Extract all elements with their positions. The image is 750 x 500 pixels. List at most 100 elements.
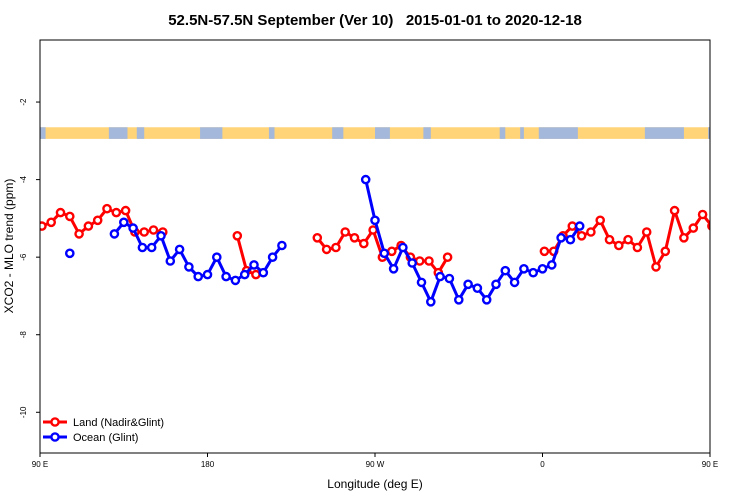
data-point-land (65, 211, 75, 222)
data-point-land (586, 227, 596, 237)
data-point-land (651, 262, 661, 272)
data-point-land (679, 232, 689, 243)
x-tick-label: 0 (540, 460, 545, 469)
data-point-ocean (277, 240, 287, 251)
strip-ocean-span (538, 127, 578, 139)
data-point-land (83, 221, 94, 231)
data-point-land (660, 246, 671, 257)
y-axis: -2 -4 -6 -8 -10 (19, 98, 40, 418)
data-point-land (424, 256, 434, 266)
data-point-ocean (137, 242, 148, 253)
data-point-land (321, 244, 332, 255)
legend: Land (Nadir&Glint) Ocean (Glint) (43, 417, 164, 444)
data-point-ocean (491, 279, 501, 290)
data-point-land (349, 232, 360, 243)
data-point-ocean (453, 294, 464, 305)
data-point-ocean (65, 248, 75, 259)
strip-ocean-span (268, 127, 275, 139)
strip-ocean-span (708, 127, 710, 139)
data-point-land (414, 256, 425, 266)
data-point-ocean (184, 262, 194, 272)
data-point-ocean (556, 232, 566, 243)
data-point-land (358, 238, 369, 249)
y-tick-label: -10 (19, 406, 28, 418)
chart-title: 52.5N-57.5N September (Ver 10) 2015-01-0… (168, 12, 582, 29)
series-ocean (65, 174, 585, 307)
strip-ocean-span (375, 127, 390, 139)
data-point-ocean (360, 174, 371, 185)
data-point-ocean (398, 242, 408, 253)
data-point-land (442, 252, 453, 263)
data-point-ocean (435, 271, 445, 282)
data-point-ocean (128, 223, 138, 233)
data-point-ocean (537, 263, 548, 274)
data-point-ocean (109, 229, 120, 239)
y-tick-label: -2 (19, 98, 28, 106)
data-point-ocean (174, 244, 185, 255)
data-point-ocean (388, 263, 399, 274)
data-point-land (614, 240, 624, 251)
data-point-ocean (165, 256, 176, 266)
y-tick-label: -8 (19, 331, 28, 339)
data-point-ocean (528, 267, 539, 278)
y-tick-label: -4 (19, 176, 28, 184)
x-tick-label: 90 W (366, 460, 385, 469)
data-point-ocean (444, 273, 455, 284)
strip-ocean-span (108, 127, 128, 139)
legend-ocean-marker (50, 432, 60, 442)
data-point-land (567, 221, 578, 231)
data-point-land (386, 246, 397, 257)
data-point-ocean (211, 252, 222, 263)
x-tick-label: 90 E (702, 460, 718, 469)
data-point-ocean (156, 230, 166, 241)
data-point-ocean (547, 260, 557, 270)
series-layer (40, 174, 710, 307)
data-point-ocean (193, 271, 203, 282)
x-tick-label: 180 (201, 460, 215, 469)
data-point-land (46, 217, 57, 228)
data-point-ocean (379, 248, 390, 259)
legend-ocean-label: Ocean (Glint) (73, 432, 138, 444)
data-point-ocean (202, 269, 213, 280)
data-point-ocean (500, 265, 511, 276)
data-point-ocean (407, 258, 418, 268)
data-point-land (632, 242, 643, 253)
data-point-land (331, 242, 341, 253)
data-point-ocean (509, 277, 520, 288)
data-point-land (148, 225, 159, 235)
data-point-land (595, 215, 606, 226)
strip-ocean-span (136, 127, 145, 139)
strip-ocean-span (332, 127, 344, 139)
data-point-ocean (481, 294, 492, 305)
strip-ocean-span (423, 127, 431, 139)
data-point-ocean (370, 215, 380, 226)
data-point-land (55, 207, 66, 218)
data-point-land (120, 205, 131, 216)
land-ocean-strip (40, 127, 710, 139)
data-point-ocean (221, 271, 231, 282)
x-tick-label: 90 E (32, 460, 48, 469)
data-point-ocean (472, 283, 483, 294)
strip-ocean-span (40, 127, 46, 139)
data-point-land (232, 230, 243, 241)
data-point-land (641, 227, 652, 237)
x-axis-label: Longitude (deg E) (327, 477, 422, 491)
y-tick-label: -6 (19, 253, 28, 261)
data-point-ocean (463, 279, 473, 290)
data-point-land (74, 229, 84, 239)
data-point-land (111, 207, 122, 218)
data-point-ocean (425, 296, 436, 307)
strip-ocean-span (520, 127, 524, 139)
data-point-land (251, 269, 261, 280)
data-point-land (623, 234, 633, 245)
data-point-ocean (249, 260, 259, 270)
data-point-land (139, 227, 149, 237)
data-point-ocean (230, 275, 241, 286)
data-point-land (312, 232, 323, 243)
data-point-ocean (119, 217, 129, 228)
data-point-land (576, 230, 587, 241)
strip-ocean-span (499, 127, 506, 139)
data-point-land (102, 203, 112, 214)
